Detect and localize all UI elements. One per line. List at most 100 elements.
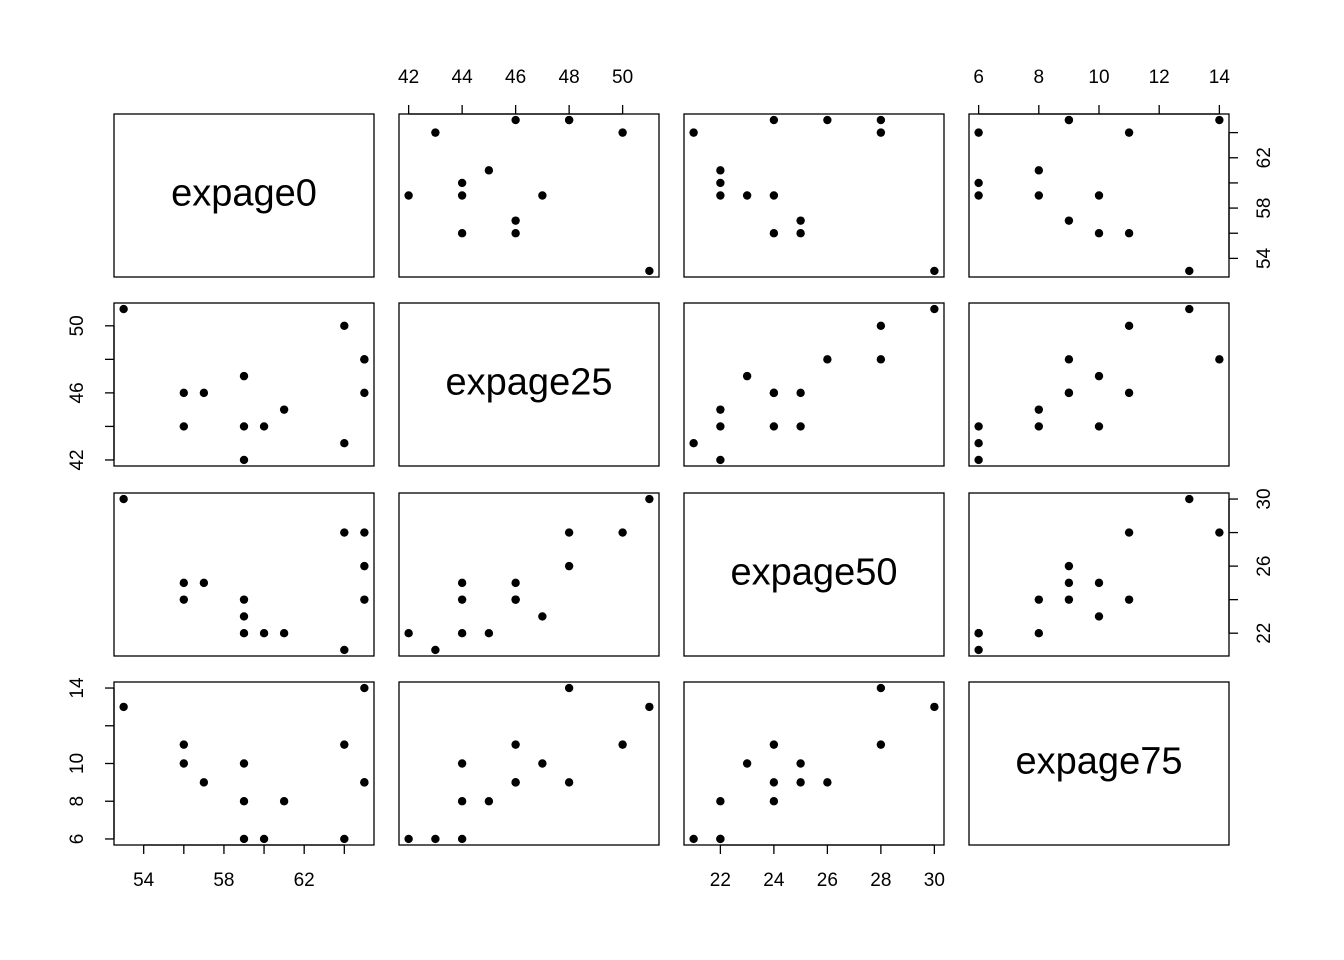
tick-label: 14 [1209,67,1231,88]
point [876,355,886,364]
tick-label: 42 [67,449,88,470]
panel-frame [968,681,1230,846]
point [974,645,983,655]
point [340,834,349,844]
point [1094,578,1104,588]
point [823,778,832,787]
point [1034,166,1044,175]
panel-frame [113,492,375,657]
point [876,321,886,331]
point [716,422,725,431]
point [1124,595,1134,604]
point [259,422,269,431]
point [259,628,269,638]
point [340,528,349,537]
point [1064,216,1074,225]
point [645,494,654,504]
point [1064,578,1074,588]
tick-label: 26 [1254,556,1275,577]
tick-label: 30 [924,870,945,891]
point [199,578,209,588]
point [484,628,494,638]
point [1215,355,1224,364]
point [618,128,627,137]
point [974,422,983,431]
tick-label: 24 [763,870,785,891]
panel-frame [398,302,660,467]
point [823,355,832,364]
point [511,595,520,604]
panel-frame [968,492,1230,657]
tick-label: 6 [67,834,88,845]
point [1094,612,1104,621]
point [796,422,805,431]
point [742,191,752,200]
point [689,438,698,448]
tick-label: 12 [1149,67,1170,88]
point [564,561,574,571]
point [1124,321,1134,331]
point [1185,494,1194,504]
point [796,388,805,398]
point [876,683,886,693]
point [239,422,249,431]
point [431,834,440,844]
point [742,759,752,768]
point [404,191,413,200]
point [457,229,467,238]
tick-label: 22 [1254,623,1275,644]
point [796,759,805,768]
point [769,422,779,431]
point [199,778,209,787]
point [457,797,467,806]
tick-label: 42 [398,67,419,88]
panel-frame [398,492,660,657]
point [404,628,413,638]
panel-frame [683,492,945,657]
point [239,759,249,768]
point [511,578,520,588]
point [1185,304,1194,314]
point [769,388,779,398]
tick-label: 22 [710,870,731,891]
point [716,405,725,414]
point [742,371,752,381]
tick-label: 30 [1254,488,1275,509]
tick-label: 54 [1254,247,1275,269]
point [716,797,725,806]
point [511,778,520,787]
point [457,578,467,588]
point [239,595,249,604]
point [431,645,440,655]
point [1215,528,1224,537]
point [360,355,369,364]
point [179,388,189,398]
point [538,612,547,621]
point [457,178,467,188]
point [618,740,627,749]
tick-label: 26 [817,870,838,891]
point [360,561,369,571]
point [457,595,467,604]
tick-label: 8 [1034,67,1045,88]
point [618,528,627,537]
point [1034,628,1044,638]
point [199,388,209,398]
variable-label: expage75 [1016,741,1183,783]
tick-label: 58 [213,870,234,891]
point [457,759,467,768]
point [716,455,725,465]
point [340,321,349,331]
point [1094,422,1104,431]
point [823,115,832,125]
point [689,128,698,137]
point [484,797,494,806]
tick-label: 10 [1088,67,1109,88]
panel-frame [683,302,945,467]
point [360,388,369,398]
panel-frame [398,113,660,278]
point [769,778,779,787]
point [689,834,698,844]
point [484,166,494,175]
